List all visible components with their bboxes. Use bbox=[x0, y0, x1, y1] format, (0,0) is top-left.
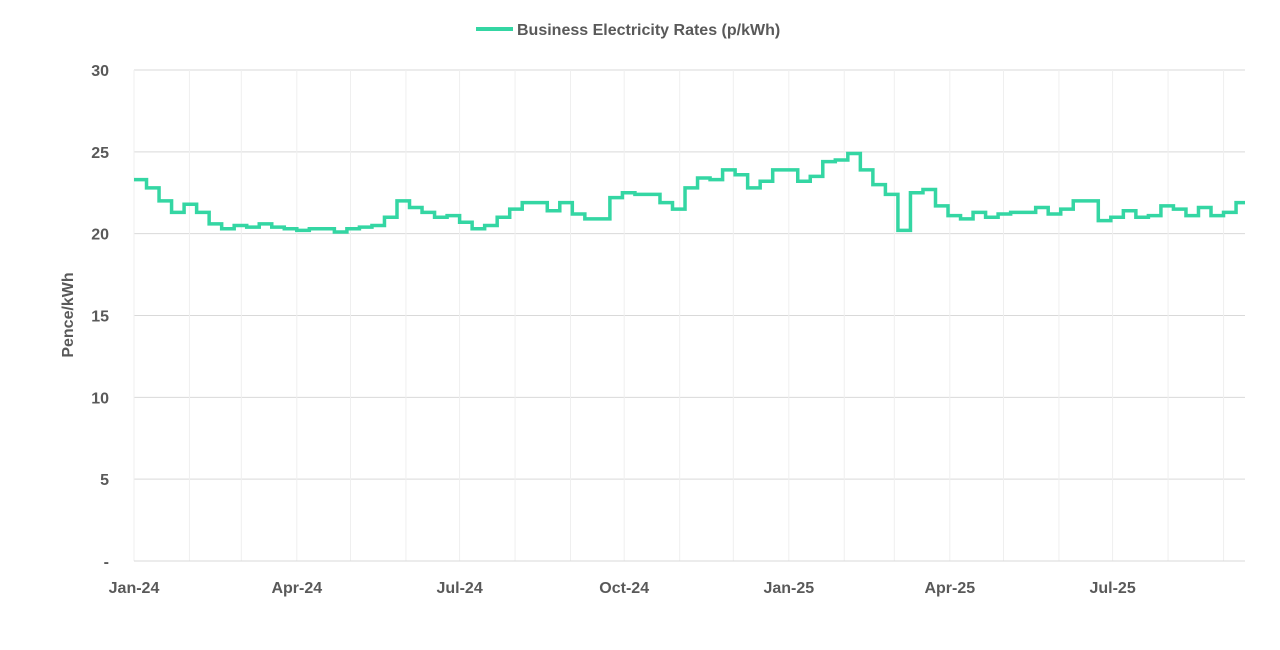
legend[interactable]: Business Electricity Rates (p/kWh) bbox=[476, 22, 780, 39]
y-tick-label: 15 bbox=[91, 309, 109, 326]
y-tick-label: - bbox=[104, 554, 109, 571]
y-tick-label: 25 bbox=[91, 145, 109, 162]
x-tick-label: Oct-24 bbox=[599, 580, 649, 597]
y-tick-label: 10 bbox=[91, 390, 109, 407]
x-tick-label: Apr-25 bbox=[924, 580, 975, 597]
x-tick-label: Apr-24 bbox=[271, 580, 322, 597]
y-axis: - 5 10 15 20 25 30 bbox=[91, 63, 109, 571]
x-tick-label: Jan-24 bbox=[109, 580, 160, 597]
y-tick-label: 20 bbox=[91, 227, 109, 244]
gridlines bbox=[133, 69, 1245, 562]
y-tick-label: 5 bbox=[100, 472, 109, 489]
x-tick-label: Jul-25 bbox=[1089, 580, 1135, 597]
x-tick-label: Jul-24 bbox=[436, 580, 482, 597]
x-tick-label: Jan-25 bbox=[763, 580, 814, 597]
x-axis: Jan-24 Apr-24 Jul-24 Oct-24 Jan-25 Apr-25 Jul-… bbox=[109, 580, 1136, 597]
legend-label: Business Electricity Rates (p/kWh) bbox=[517, 22, 780, 39]
series-line bbox=[134, 151, 1245, 234]
y-tick-label: 30 bbox=[91, 63, 109, 80]
y-axis-title: Pence/kWh bbox=[60, 272, 77, 357]
